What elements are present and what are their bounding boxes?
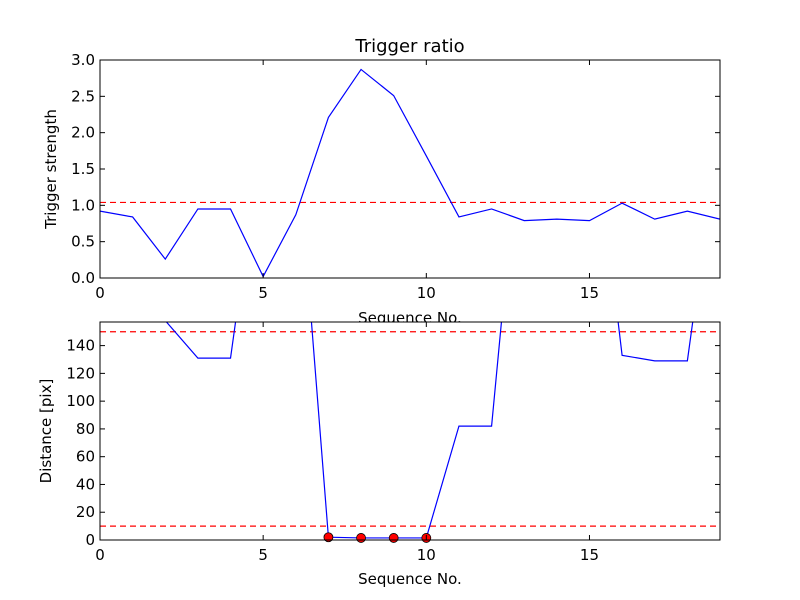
bottom-y-tick-label-6: 120: [66, 364, 95, 382]
bottom-marker-2: [388, 533, 399, 543]
top-y-tick-label-6: 3.0: [71, 51, 95, 69]
y-axis-label-bottom: Distance [pix]: [37, 379, 55, 484]
top-y-tick-label-2: 1.0: [71, 196, 95, 214]
top-y-ticks: 0.0 0.5 1.0 1.5 2.0 2.5 3.0: [71, 51, 720, 287]
top-y-tick-label-1: 0.5: [71, 233, 95, 251]
bottom-x-ticks: 0 5 10 15: [95, 322, 599, 564]
top-x-tick-label-2: 10: [417, 284, 436, 302]
x-axis-label-bottom: Sequence No.: [358, 570, 462, 588]
bottom-y-tick-label-0: 0: [85, 531, 95, 549]
bottom-y-tick-label-5: 100: [66, 392, 95, 410]
bottom-series-group: [165, 322, 694, 539]
top-series-group: [100, 68, 720, 278]
bottom-threshold-lines: [100, 331, 720, 527]
bottom-x-tick-label-0: 0: [95, 546, 105, 564]
distance-chart: 0 5 10 15 0 20 40 60 80 100 120 140 Sequence No. D…: [37, 321, 721, 588]
top-x-tick-label-3: 15: [580, 284, 599, 302]
bottom-marker-1: [356, 533, 366, 543]
y-axis-label-top: Trigger strength: [42, 109, 60, 230]
bottom-y-tick-label-1: 20: [76, 503, 95, 521]
bottom-y-tick-label-4: 80: [76, 420, 95, 438]
top-series-line-0: [100, 68, 720, 278]
plot-frame-bottom: [99, 321, 721, 541]
bottom-x-tick-label-3: 15: [580, 546, 599, 564]
top-x-tick-label-1: 5: [258, 284, 268, 302]
bottom-y-tick-label-2: 40: [76, 475, 95, 493]
bottom-x-tick-label-2: 10: [417, 546, 436, 564]
bottom-y-tick-label-3: 60: [76, 448, 95, 466]
bottom-y-ticks: 0 20 40 60 80 100 120 140: [66, 337, 720, 549]
top-y-tick-label-5: 2.5: [71, 87, 95, 105]
trigger-ratio-chart: 0 5 10 15 0.0 0.5 1.0 1.5 2.0 2.5 3.0 Trigger rat…: [42, 36, 721, 327]
top-y-tick-label-0: 0.0: [71, 269, 95, 287]
bottom-y-tick-label-7: 140: [66, 337, 95, 355]
plot-area-top: [100, 60, 720, 278]
bottom-series-line-0: [165, 322, 694, 539]
bottom-marker-0: [323, 532, 334, 543]
bottom-x-tick-label-1: 5: [258, 546, 268, 564]
top-x-tick-label-0: 0: [95, 284, 105, 302]
plot-area-bottom: [100, 322, 720, 540]
chart-title-top: Trigger ratio: [354, 36, 464, 57]
top-y-tick-label-4: 2.0: [71, 124, 95, 142]
top-y-tick-label-3: 1.5: [71, 160, 95, 178]
top-x-ticks: 0 5 10 15: [95, 60, 599, 302]
